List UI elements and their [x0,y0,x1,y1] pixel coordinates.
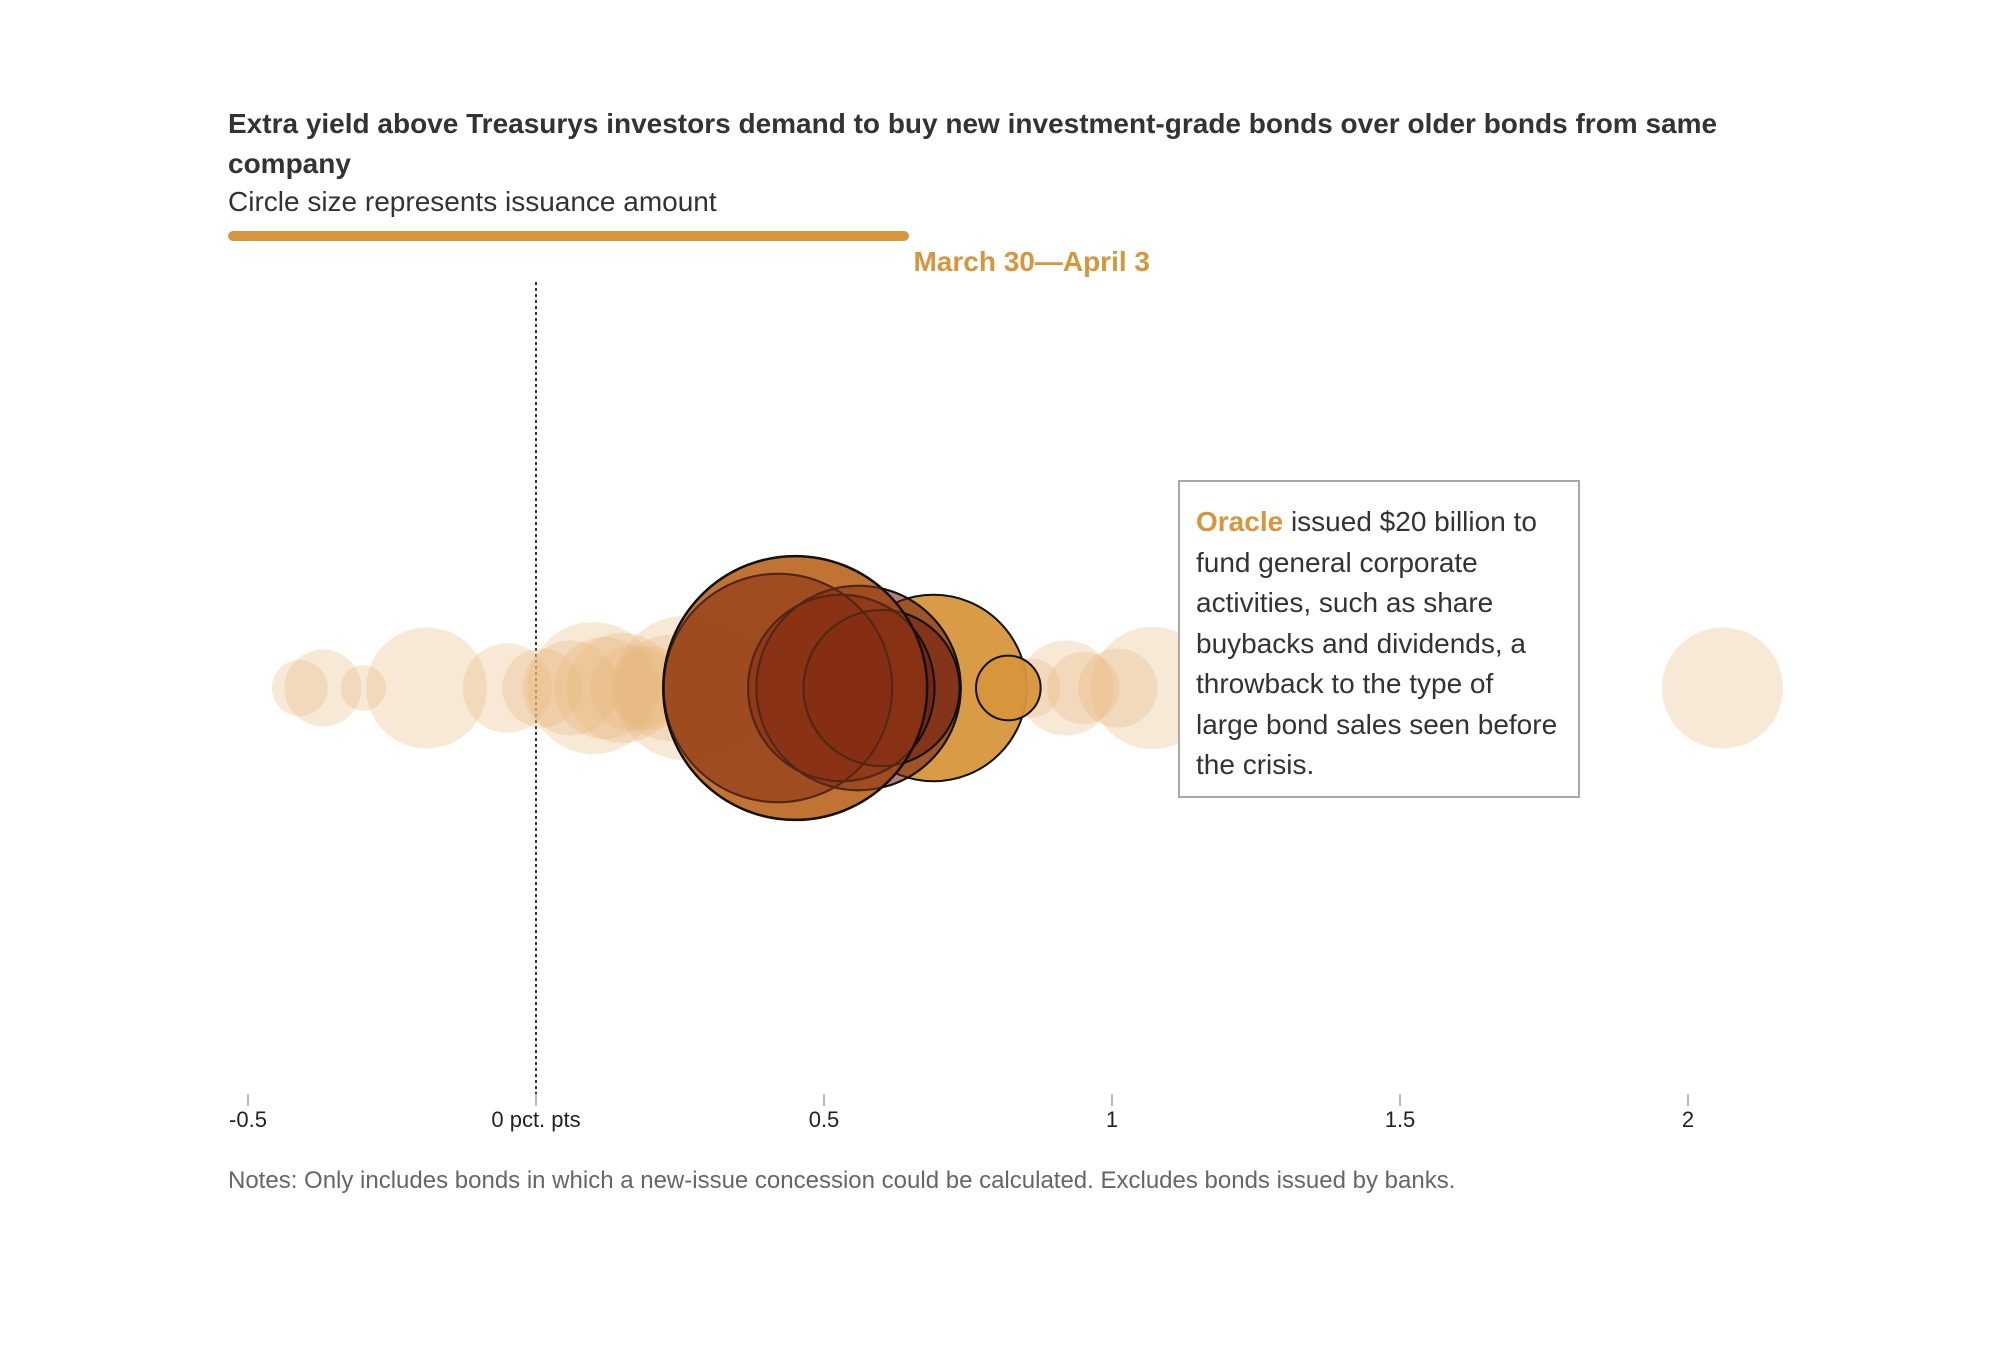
bubble-other-week [502,648,582,728]
bubble-other-week [590,644,678,732]
bubble-other-week [527,622,660,754]
bubble-other-week [567,632,678,744]
oracle-annotation: Oracle issued $20 billion to fund genera… [1178,480,1580,798]
chart-notes: Notes: Only includes bonds in which a ne… [228,1167,1456,1194]
bubble-other-week [1078,648,1158,728]
x-axis-tick-label: 2 [1682,1107,1694,1132]
bubble-other-week [522,640,619,736]
x-axis-tick-label: 1.5 [1385,1107,1416,1132]
bubble-selected-outline [746,593,936,783]
annotation-text: issued $20 billion to fund general corpo… [1196,506,1558,780]
bubble-selected-week [975,654,1042,722]
x-axis-tick-label: 0.5 [809,1107,840,1132]
x-axis-tick-label: 0 pct. pts [491,1107,580,1132]
x-axis-tick-label: -0.5 [229,1107,267,1132]
x-axis-tick-label: 1 [1106,1107,1118,1132]
chart-title: Extra yield above Treasurys investors de… [228,108,1718,179]
timeline-progress-fill [228,231,909,241]
bubble-other-week [366,627,488,749]
chart-subtitle: Circle size represents issuance amount [228,186,717,217]
bubble-other-week [1662,627,1784,749]
bubble-other-week [1047,651,1120,725]
bubble-other-week [462,643,552,733]
bubble-other-week [340,665,387,711]
timeline-bar[interactable] [228,231,1112,241]
bubble-other-week [284,649,362,727]
week-date-range: March 30—April 3 [913,246,1150,277]
bubble-other-week [554,636,657,740]
bubble-selected-outline [802,608,961,768]
bubble-other-week [271,660,328,716]
bubble-selected-outline [755,584,962,792]
bubble-other-week [1018,640,1114,736]
bubble-oracle [662,554,929,822]
annotation-company: Oracle [1196,506,1284,537]
